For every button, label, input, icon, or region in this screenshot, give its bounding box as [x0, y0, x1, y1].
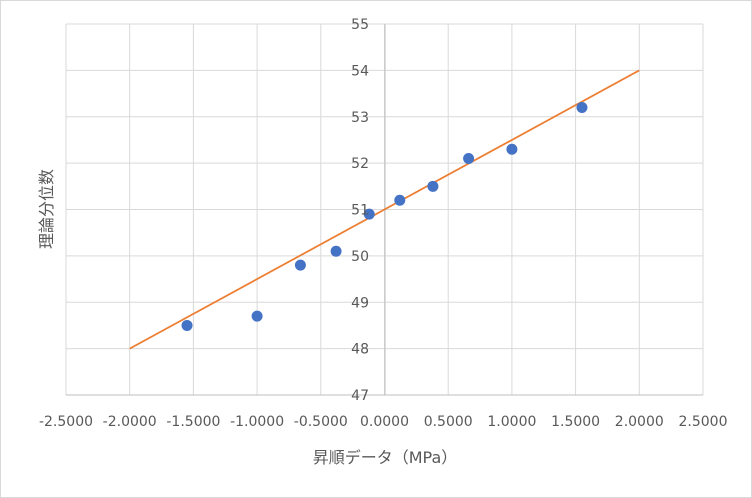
x-tick-label: -1.0000	[230, 414, 284, 430]
y-tick-label: 53	[351, 110, 369, 126]
x-tick-label: 1.0000	[487, 414, 536, 430]
x-tick-label: -1.5000	[166, 414, 220, 430]
data-points-series	[181, 101, 588, 331]
y-tick-label: 49	[351, 295, 369, 311]
trend-line-series	[129, 69, 640, 350]
y-tick-label: 50	[351, 249, 369, 265]
data-point-5	[394, 194, 406, 206]
y-tick-label: 47	[351, 388, 369, 404]
x-tick-label: 2.0000	[615, 414, 664, 430]
y-axis-tick-labels: 47 48 49 50 51 52 53 54 55	[351, 17, 369, 404]
x-axis-title: 昇順データ（MPa）	[313, 448, 458, 467]
y-tick-label: 55	[351, 17, 369, 33]
data-point-2	[294, 259, 306, 271]
data-point-0	[181, 319, 193, 331]
data-point-3	[330, 245, 342, 257]
data-point-9	[576, 101, 588, 113]
x-tick-label: 2.5000	[679, 414, 728, 430]
x-tick-label: -0.5000	[294, 414, 348, 430]
data-point-4	[363, 208, 375, 220]
vertical-gridlines	[65, 24, 704, 395]
data-point-6	[427, 180, 439, 192]
x-tick-label: -2.0000	[103, 414, 157, 430]
y-tick-label: 54	[351, 63, 369, 79]
data-point-7	[463, 152, 475, 164]
x-tick-label: 1.5000	[551, 414, 600, 430]
y-axis-title: 理論分位数	[37, 169, 56, 249]
y-tick-label: 52	[351, 156, 369, 172]
x-tick-label: -2.5000	[39, 414, 93, 430]
y-tick-label: 51	[351, 203, 369, 219]
data-point-8	[506, 143, 518, 155]
x-axis-tick-labels: -2.5000 -2.0000 -1.5000 -1.0000 -0.5000 0.000…	[39, 414, 728, 430]
data-point-1	[251, 310, 263, 322]
trend-line	[129, 69, 640, 350]
x-tick-label: 0.5000	[424, 414, 473, 430]
y-tick-label: 48	[351, 342, 369, 358]
x-tick-label: 0.0000	[360, 414, 409, 430]
